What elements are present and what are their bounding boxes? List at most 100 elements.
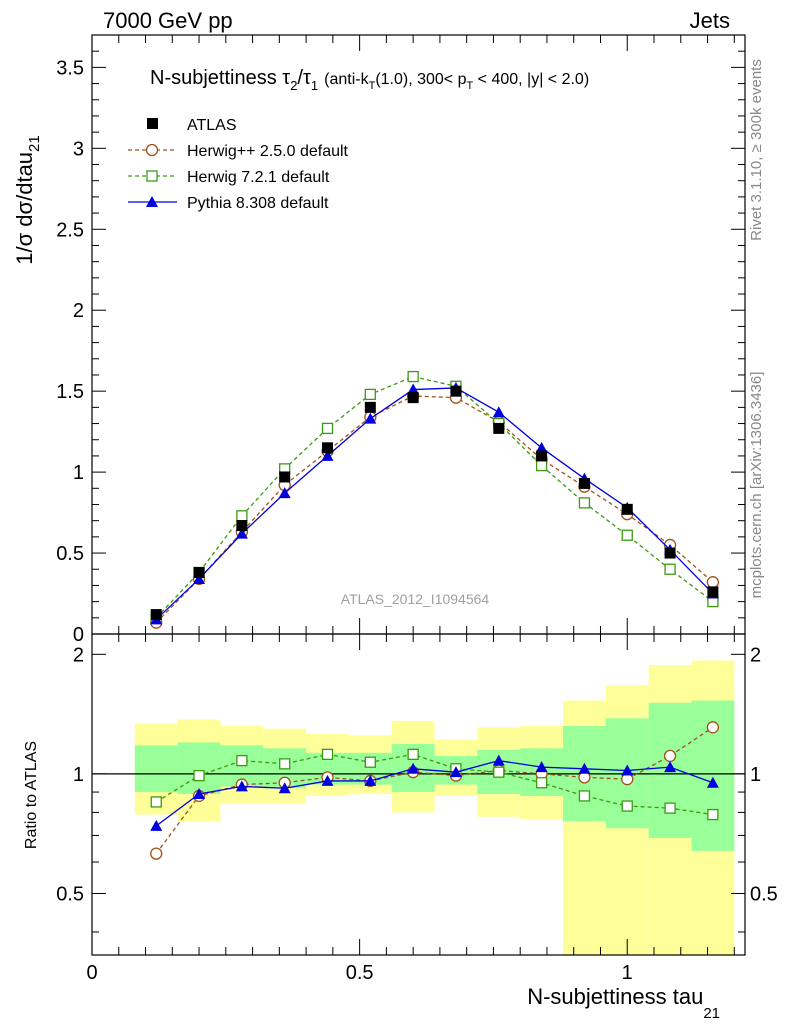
main-point-pythia [492,406,505,418]
ratio-line-herwig7 [155,753,713,816]
y-axis-title-main: 1/σ dσ/dtau [12,152,37,265]
axes: 00.511.522.533.50 0.5 10.5 0.51 12 2 [56,34,778,984]
ratio-point-herwigpp [150,847,163,860]
legend-marker-herwig7 [146,170,158,182]
main-point-herwig7 [364,388,376,401]
ratio-point-herwig7 [364,756,376,768]
legend-label-atlas: ATLAS [187,117,237,134]
main-panel-series [150,370,720,629]
plot-title-cuts-t: T [369,80,376,92]
ratio-point-pythia [621,764,634,776]
x-axis-title-sub: 21 [703,1005,720,1022]
ratio-point-pythia [407,762,420,774]
main-point-atlas [578,477,590,489]
main-point-pythia [407,383,420,395]
main-point-atlas [279,471,291,483]
rivet-label: Rivet 3.1.10, ≥ 300k events [748,59,765,241]
ratio-point-pythia [492,754,505,766]
ratio-y-tick-label-right: 0.5 [750,883,778,905]
ratio-point-herwigpp [663,749,677,763]
main-point-herwig7 [664,563,676,575]
plot-title-cuts-c: < 400, |y| < 2.0) [473,71,589,88]
main-point-atlas [364,401,376,413]
ratio-axis-title: Ratio to ATLAS [23,741,40,849]
plot-title-slash: /τ [297,67,311,89]
ratio-y-tick-label-right: 2 [750,644,761,666]
x-tick-label: 1 [622,962,633,984]
main-point-herwig7 [407,370,419,383]
main-point-herwig7 [321,422,334,435]
main-y-tick-label: 1.5 [56,381,84,403]
ratio-point-pythia [706,776,719,788]
ratio-point-pythia [193,787,206,799]
main-point-atlas [493,422,505,434]
ratio-point-herwig7 [707,808,719,821]
main-y-tick-label: 2 [73,300,84,322]
ratio-point-herwig7 [407,748,419,760]
ratio-y-tick-label-left: 0.5 [56,883,84,905]
main-line-herwigpp [155,395,714,624]
main-point-atlas [407,392,419,404]
main-point-herwig7 [236,510,248,522]
ratio-uncertainty-bands [134,660,735,955]
ratio-point-herwig7 [279,758,291,770]
main-line-pythia [155,387,714,620]
ratio-y-tick-label-right: 1 [750,764,761,786]
ratio-point-herwig7 [321,748,334,760]
plot-title-sub1: 1 [311,78,318,93]
plot-title-sub2: 2 [290,78,297,93]
plot-title-cuts-b: (1.0), 300< p [375,71,466,88]
main-line-herwig7 [155,375,714,619]
legend-marker-atlas [147,118,158,129]
ratio-point-pythia [449,766,462,778]
ratio-band-green [134,745,178,793]
main-y-tick-label: 2.5 [56,219,84,241]
main-point-herwig7 [578,497,591,509]
main-point-atlas [322,442,334,454]
ratio-point-herwig7 [664,802,676,814]
main-y-tick-label: 0.5 [56,543,84,565]
main-y-tick-label: 0 [73,624,84,646]
main-y-tick-label: 3 [73,138,84,160]
main-point-atlas [536,450,548,462]
header-energy-label: 7000 GeV pp [103,8,233,33]
main-y-tick-label: 3.5 [56,57,84,79]
main-point-pythia [535,441,548,453]
ratio-line-herwigpp [155,726,714,854]
ratio-y-tick-label-left: 2 [73,644,84,666]
ratio-panel-frame [91,633,746,956]
legend-entry-herwig7: Herwig 7.2.1 default [128,169,330,186]
ratio-band-green [177,742,221,794]
ratio-point-herwig7 [150,796,162,808]
ratio-panel-series [92,721,745,860]
ratio-point-herwig7 [578,790,591,802]
legend-marker-herwigpp [145,143,159,157]
ratio-point-herwig7 [535,777,548,789]
ratio-point-pythia [150,819,163,831]
x-tick-label: 0 [86,962,97,984]
plot-title: N-subjettiness τ2/τ1 (anti-kT(1.0), 300< … [150,67,589,93]
header-jets-label: Jets [690,8,730,33]
main-point-atlas [707,586,719,598]
x-axis-title-main: N-subjettiness tau [527,984,703,1009]
main-point-atlas [450,385,462,397]
main-point-pythia [193,572,206,584]
ratio-point-pythia [578,762,591,774]
ratio-point-pythia [235,780,248,792]
main-point-pythia [321,449,334,461]
analysis-watermark: ATLAS_2012_I1094564 [341,591,490,607]
plot-title-cuts-pt: T [466,80,473,92]
ratio-y-tick-label-left: 1 [73,764,84,786]
legend-entry-pythia: Pythia 8.308 default [128,195,329,212]
plot-title-cuts-a: (anti-k [324,71,369,88]
mcplots-label: mcplots.cern.ch [arXiv:1306.3436] [748,372,765,599]
legend-label-herwig7: Herwig 7.2.1 default [187,169,330,186]
x-axis-title: N-subjettiness tau21 [527,984,720,1022]
main-point-atlas [150,609,162,621]
legend-label-pythia: Pythia 8.308 default [187,195,329,212]
y-axis-title: 1/σ dσ/dtau21 [12,135,43,264]
main-point-herwigpp [706,576,720,589]
main-y-tick-label: 1 [73,462,84,484]
ratio-point-pythia [664,761,677,773]
